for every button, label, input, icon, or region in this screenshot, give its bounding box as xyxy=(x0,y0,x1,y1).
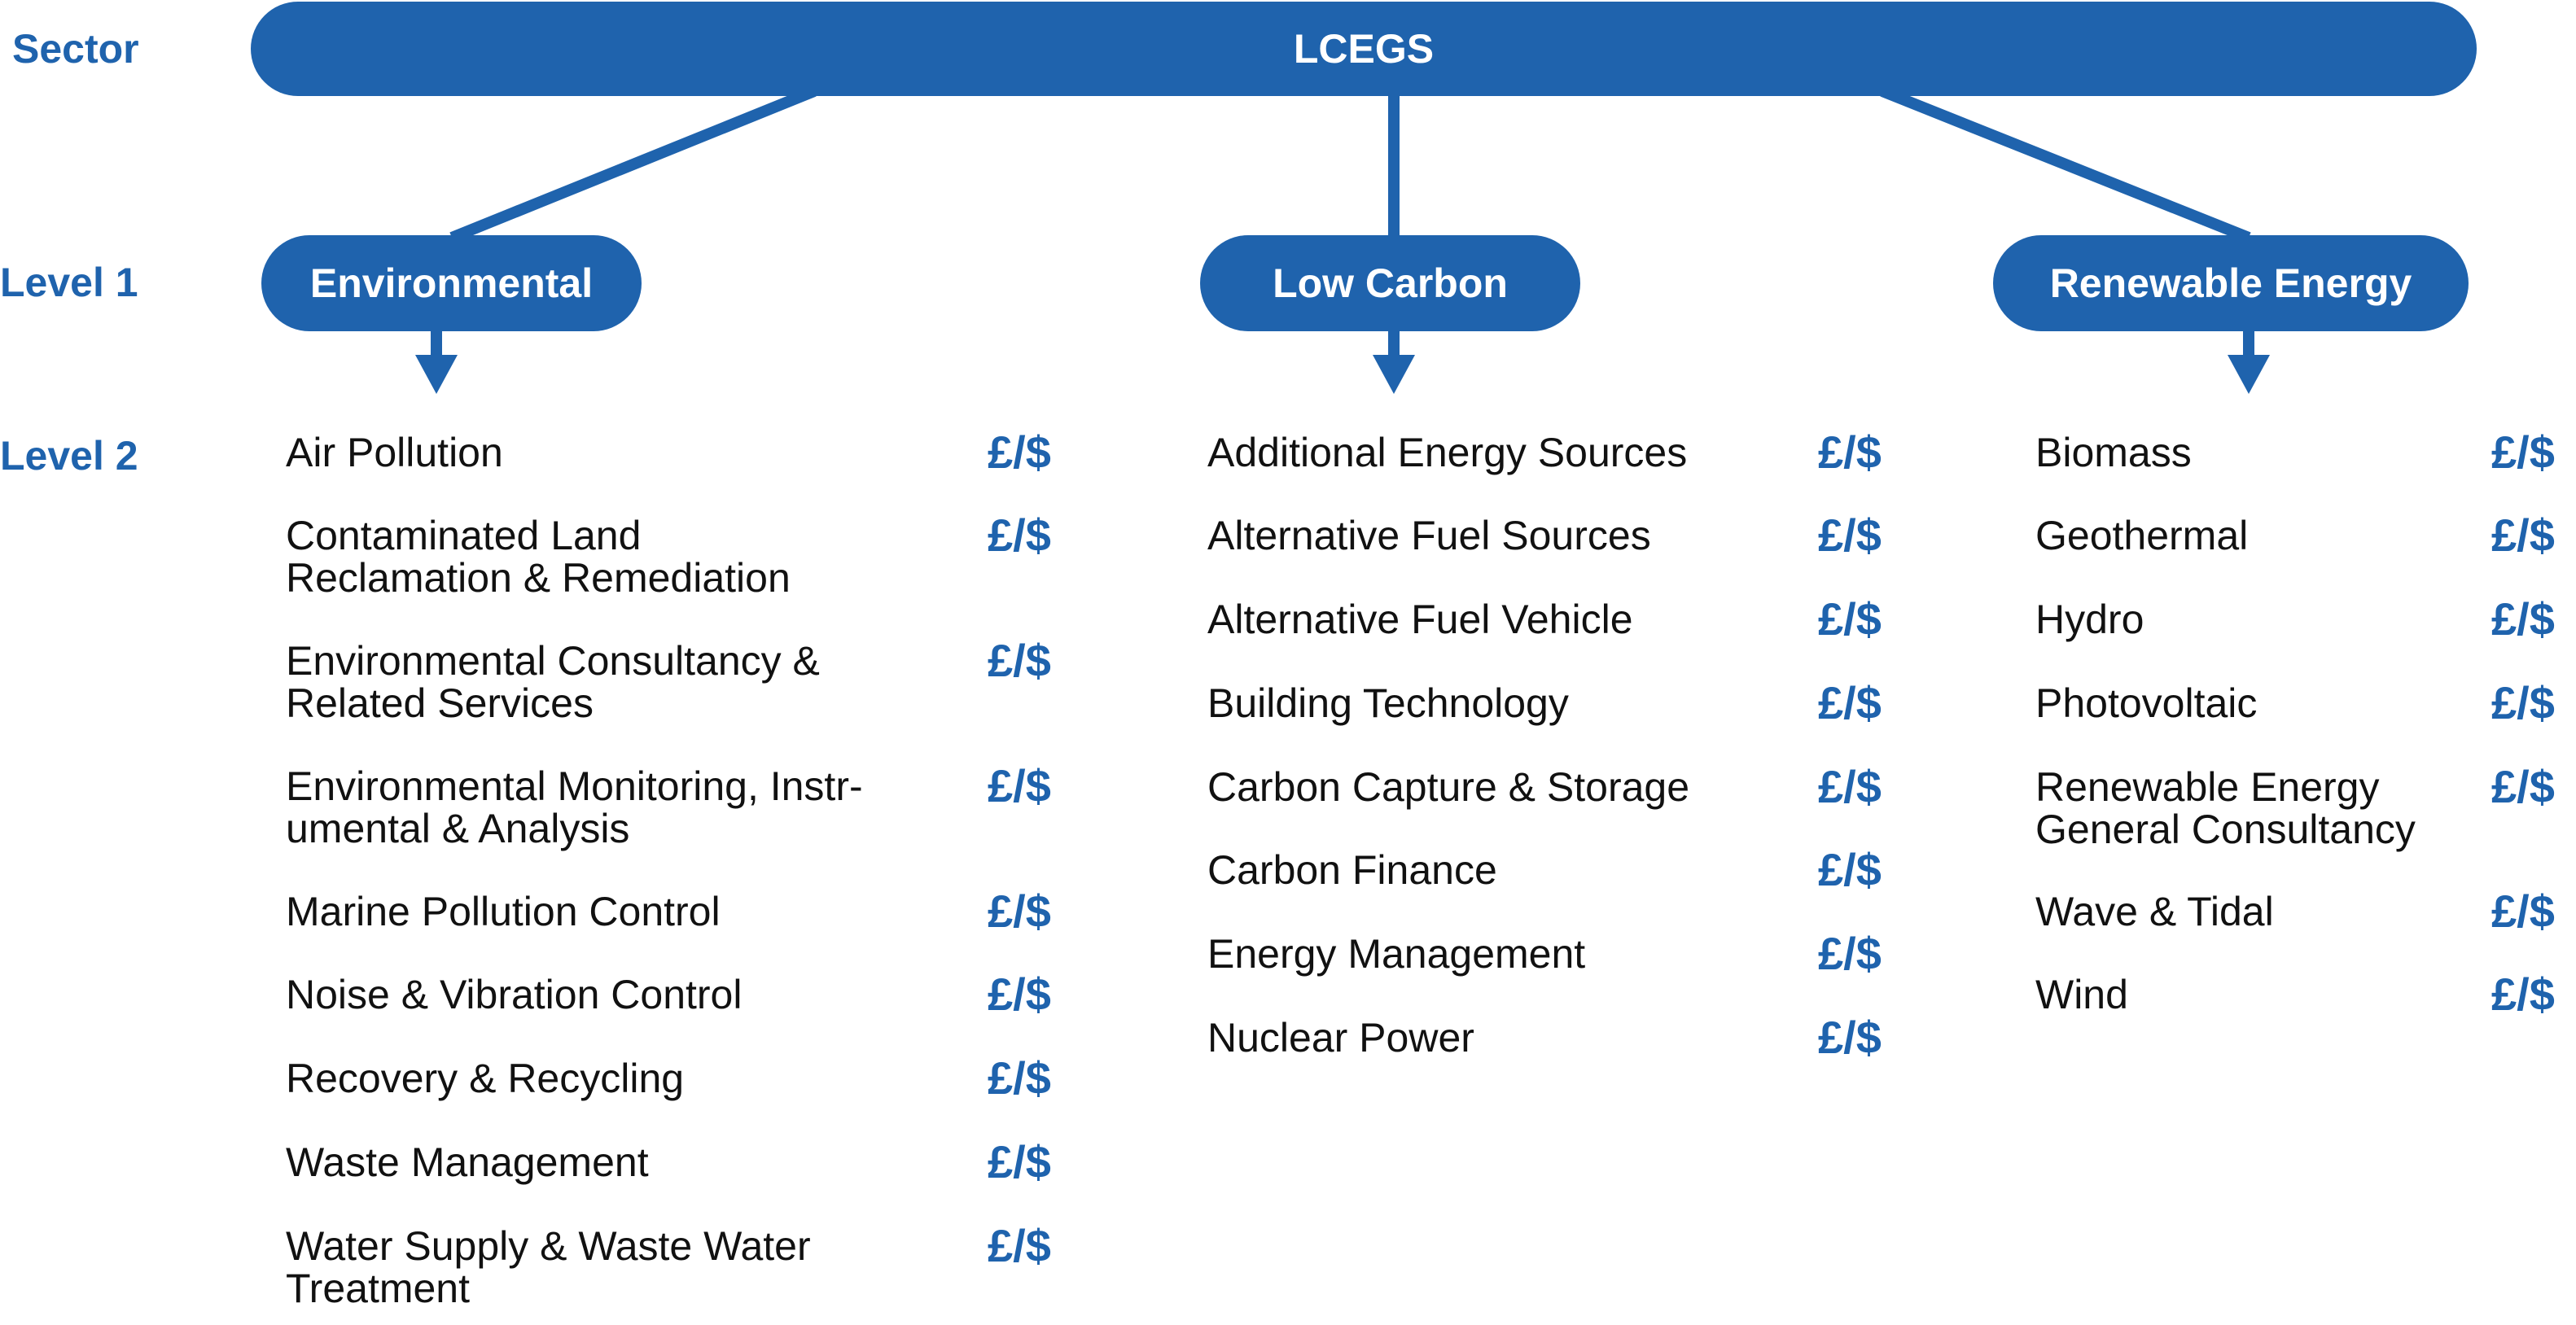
level2-item-line: umental & Analysis xyxy=(286,806,630,851)
level2-item-line: Treatment xyxy=(286,1266,471,1311)
connector-environmental xyxy=(449,85,817,243)
level2-item-line: Alternative Fuel Vehicle xyxy=(1207,597,1633,642)
level2-item-name: Air Pollution xyxy=(286,431,503,474)
level2-item-name: Environmental Monitoring, Instr-umental … xyxy=(286,765,863,850)
level2-item-name: Biomass xyxy=(2035,431,2192,474)
currency-value: £/$ xyxy=(2491,969,2555,1020)
level2-item-line: Marine Pollution Control xyxy=(286,889,721,934)
level2-item-line: Hydro xyxy=(2035,597,2144,642)
level1-label: Environmental xyxy=(309,260,594,306)
level2-item-line: Wave & Tidal xyxy=(2035,889,2274,934)
level1-label: Low Carbon xyxy=(1273,260,1508,306)
level2-item-name: Hydro xyxy=(2035,598,2144,641)
currency-value: £/$ xyxy=(1818,928,1882,979)
currency-value: £/$ xyxy=(1818,844,1882,895)
level2-item-line: Building Technology xyxy=(1207,680,1569,726)
level2-item-line: Contaminated Land xyxy=(286,513,642,558)
level2-item-line: Air Pollution xyxy=(286,430,503,475)
level2-item-line: Nuclear Power xyxy=(1207,1015,1474,1060)
level2-item-name: Photovoltaic xyxy=(2035,682,2257,724)
currency-value: £/$ xyxy=(1818,1012,1882,1063)
level2-item-name: Building Technology xyxy=(1207,682,1569,724)
level1-renewable-energy: Renewable Energy xyxy=(1993,235,2469,331)
level2-item-line: Wind xyxy=(2035,972,2128,1017)
level2-item-line: Photovoltaic xyxy=(2035,680,2258,726)
level2-item-line: Waste Management xyxy=(286,1139,649,1185)
row-label-sector: Sector xyxy=(12,26,139,72)
currency-value: £/$ xyxy=(988,1136,1051,1187)
currency-value: £/$ xyxy=(2491,761,2555,812)
currency-value: £/$ xyxy=(2491,886,2555,937)
arrow-down-icon xyxy=(415,355,458,394)
level2-item-line: Alternative Fuel Sources xyxy=(1207,513,1651,558)
level2-item-name: Additional Energy Sources xyxy=(1207,431,1687,474)
level2-item-name: Alternative Fuel Vehicle xyxy=(1207,598,1633,641)
currency-value: £/$ xyxy=(1818,677,1882,728)
currency-value: £/$ xyxy=(988,969,1051,1020)
level2-item-name: Geothermal xyxy=(2035,514,2248,557)
level2-item-name: Environmental Consultancy & Related Servi… xyxy=(286,640,820,724)
currency-value: £/$ xyxy=(988,1052,1051,1104)
level2-item-name: Wave & Tidal xyxy=(2035,890,2274,933)
level2-item-line: Geothermal xyxy=(2035,513,2249,558)
level2-item-name: Renewable Energy General Consultancy xyxy=(2035,766,2416,851)
level2-item-line: Reclamation & Remediation xyxy=(286,555,791,601)
sector-lcegs: LCEGS xyxy=(251,2,2477,96)
level1-low-carbon: Low Carbon xyxy=(1200,235,1580,331)
level2-item-name: Carbon Capture & Storage xyxy=(1207,766,1689,808)
currency-value: £/$ xyxy=(1818,761,1882,812)
level2-item-name: Noise & Vibration Control xyxy=(286,973,742,1016)
currency-value: £/$ xyxy=(988,760,1051,811)
level2-item-name: Carbon Finance xyxy=(1207,849,1497,891)
level2-item-line: Additional Energy Sources xyxy=(1207,430,1688,475)
currency-value: £/$ xyxy=(2491,426,2555,478)
level2-item-line: General Consultancy xyxy=(2035,807,2416,852)
level2-item-line: Energy Management xyxy=(1207,931,1586,977)
level1-environmental: Environmental xyxy=(261,235,642,331)
currency-value: £/$ xyxy=(1818,426,1882,478)
level2-item-line: Renewable Energy xyxy=(2035,764,2380,810)
currency-value: £/$ xyxy=(2491,677,2555,728)
arrow-down-icon xyxy=(2228,355,2270,394)
currency-value: £/$ xyxy=(1818,509,1882,561)
level2-item-name: Contaminated Land Reclamation & Remediati… xyxy=(286,514,791,599)
row-label-level-1: Level 1 xyxy=(0,260,138,305)
level2-item-name: Energy Management xyxy=(1207,933,1585,975)
level2-item-line: Related Services xyxy=(286,680,594,726)
currency-value: £/$ xyxy=(988,509,1051,561)
currency-value: £/$ xyxy=(988,426,1051,478)
level2-item-line: Environmental Consultancy & xyxy=(286,638,820,684)
currency-value: £/$ xyxy=(988,635,1051,686)
sector-label: LCEGS xyxy=(1293,26,1435,72)
level2-item-name: Nuclear Power xyxy=(1207,1017,1474,1059)
level2-item-name: Wind xyxy=(2035,973,2128,1016)
currency-value: £/$ xyxy=(988,1220,1051,1271)
level2-item-line: Environmental Monitoring, Instr- xyxy=(286,763,863,809)
level2-item-name: Marine Pollution Control xyxy=(286,890,721,933)
currency-value: £/$ xyxy=(1818,593,1882,645)
level2-item-line: Carbon Capture & Storage xyxy=(1207,764,1690,810)
level2-item-name: Water Supply & Waste Water Treatment xyxy=(286,1225,811,1310)
currency-value: £/$ xyxy=(2491,593,2555,645)
currency-value: £/$ xyxy=(988,886,1051,937)
level2-item-line: Carbon Finance xyxy=(1207,847,1497,893)
level2-item-name: Alternative Fuel Sources xyxy=(1207,514,1651,557)
level2-item-line: Recovery & Recycling xyxy=(286,1056,685,1101)
level1-label: Renewable Energy xyxy=(2049,260,2412,306)
connector-renewable-energy xyxy=(1880,85,2251,243)
level2-item-line: Biomass xyxy=(2035,430,2192,475)
level2-item-name: Recovery & Recycling xyxy=(286,1057,684,1100)
level2-item-line: Water Supply & Waste Water xyxy=(286,1223,811,1269)
row-label-level-2: Level 2 xyxy=(0,433,138,479)
level2-item-name: Waste Management xyxy=(286,1141,649,1183)
arrow-down-icon xyxy=(1373,355,1415,394)
level2-item-line: Noise & Vibration Control xyxy=(286,972,743,1017)
currency-value: £/$ xyxy=(2491,509,2555,561)
